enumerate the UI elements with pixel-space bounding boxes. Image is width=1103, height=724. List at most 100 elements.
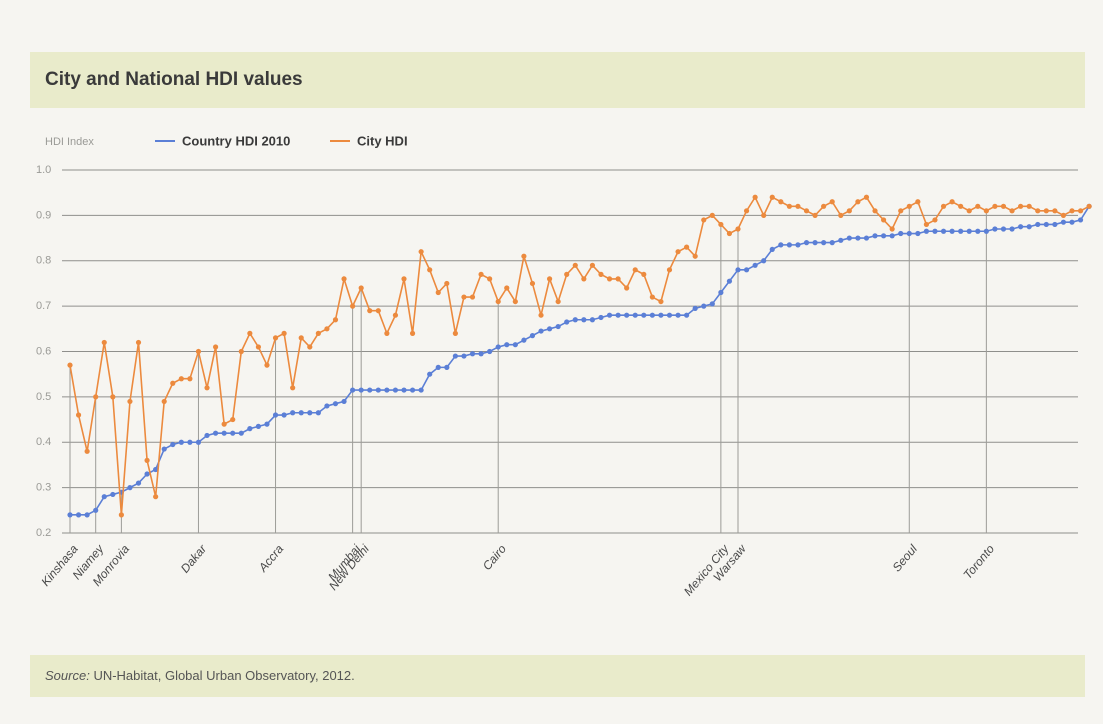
point (786, 203, 792, 209)
point (1009, 208, 1015, 214)
x-tick-label: Accra (255, 542, 286, 576)
point (684, 312, 690, 318)
point (110, 491, 116, 498)
point (93, 507, 99, 513)
point (1069, 208, 1075, 214)
point (212, 430, 219, 436)
point (624, 285, 630, 291)
point (658, 298, 664, 305)
point (332, 401, 339, 407)
y-tick-label: 0.6 (36, 345, 51, 357)
point (93, 394, 99, 400)
point (409, 330, 416, 336)
point (255, 344, 262, 350)
point (247, 426, 253, 432)
point (153, 466, 159, 473)
point (1000, 226, 1007, 232)
point (709, 212, 715, 218)
point (187, 376, 193, 382)
point (67, 512, 73, 518)
point (872, 233, 878, 239)
source-band (30, 655, 1085, 697)
point (743, 208, 750, 214)
point (230, 416, 236, 423)
point (469, 351, 476, 357)
point (572, 262, 578, 268)
source-label: Source: (45, 668, 90, 683)
point (350, 303, 356, 309)
point (863, 235, 870, 241)
point (649, 294, 655, 300)
point (743, 267, 750, 273)
point (838, 212, 844, 218)
y-axis-label: HDI Index (45, 136, 94, 148)
point (521, 337, 527, 343)
point (529, 333, 536, 339)
point (478, 351, 484, 357)
point (898, 208, 904, 214)
point (812, 212, 818, 218)
point (298, 335, 304, 341)
point (1077, 217, 1084, 223)
point (401, 276, 407, 282)
point (75, 412, 82, 418)
point (187, 439, 193, 445)
point (589, 262, 596, 268)
point (624, 312, 630, 318)
point (84, 448, 90, 454)
point (1026, 203, 1032, 209)
legend-label: City HDI (357, 133, 408, 148)
point (992, 226, 998, 232)
point (375, 308, 381, 314)
point (975, 203, 981, 209)
point (1052, 208, 1058, 214)
point (1035, 221, 1041, 228)
point (358, 285, 364, 291)
point (718, 289, 724, 296)
y-tick-label: 0.4 (36, 436, 51, 448)
point (127, 398, 133, 405)
point (435, 364, 441, 370)
point (427, 267, 433, 273)
x-tick-label: Toronto (960, 542, 997, 582)
point (641, 271, 647, 277)
point (778, 242, 784, 248)
point (290, 385, 296, 391)
point (307, 344, 313, 350)
point (889, 233, 895, 239)
point (958, 203, 964, 209)
point (504, 342, 510, 348)
point (615, 276, 621, 282)
point (178, 376, 184, 382)
point (726, 230, 733, 237)
point (1043, 208, 1049, 214)
point (418, 249, 424, 255)
point (444, 280, 450, 287)
point (238, 430, 244, 436)
point (452, 330, 458, 336)
point (1018, 203, 1024, 209)
point (221, 430, 227, 436)
point (898, 230, 904, 237)
point (983, 228, 989, 234)
point (546, 326, 553, 332)
point (538, 312, 544, 318)
point (195, 439, 202, 445)
point (829, 240, 835, 246)
point (487, 276, 493, 282)
point (666, 312, 673, 318)
point (75, 512, 82, 518)
point (332, 317, 339, 323)
point (632, 267, 638, 273)
point (606, 276, 613, 282)
point (204, 432, 210, 439)
point (1043, 221, 1049, 228)
point (529, 280, 536, 287)
point (675, 249, 681, 255)
point (769, 194, 775, 200)
point (418, 387, 424, 393)
point (495, 298, 501, 305)
point (632, 312, 638, 318)
point (546, 276, 553, 282)
point (701, 303, 707, 309)
